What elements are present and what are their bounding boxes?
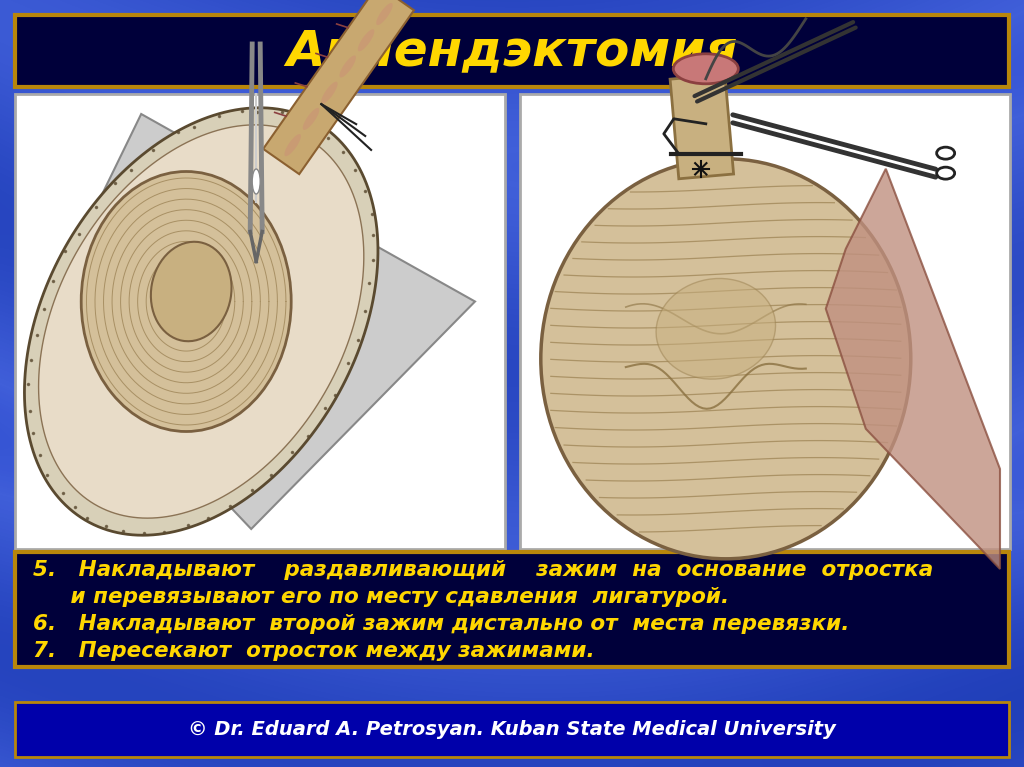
Ellipse shape (322, 81, 338, 104)
Polygon shape (39, 125, 364, 518)
Polygon shape (825, 169, 1000, 569)
Ellipse shape (674, 54, 738, 84)
Ellipse shape (252, 169, 260, 194)
Bar (15, 702, 1009, 757)
Polygon shape (25, 108, 378, 535)
Text: © Dr. Eduard A. Petrosyan. Kuban State Medical University: © Dr. Eduard A. Petrosyan. Kuban State M… (188, 720, 836, 739)
Ellipse shape (656, 278, 775, 379)
Bar (670, 74, 733, 179)
Polygon shape (45, 114, 475, 529)
Ellipse shape (151, 242, 231, 341)
Ellipse shape (285, 134, 301, 156)
Ellipse shape (81, 172, 291, 432)
Ellipse shape (340, 55, 356, 77)
Ellipse shape (303, 108, 319, 130)
Polygon shape (263, 0, 414, 174)
Text: и перевязывают его по месту сдавления  лигатурой.: и перевязывают его по месту сдавления ли… (33, 587, 729, 607)
Ellipse shape (376, 3, 392, 25)
Text: 5.   Накладывают    раздавливающий    зажим  на  основание  отростка: 5. Накладывают раздавливающий зажим на о… (33, 560, 933, 580)
Text: 7.   Пересекают  отросток между зажимами.: 7. Пересекают отросток между зажимами. (33, 641, 595, 661)
Bar (15, 15, 1009, 87)
Text: 6.   Накладывают  второй зажим дистально от  места перевязки.: 6. Накладывают второй зажим дистально от… (33, 614, 849, 634)
Bar (520, 94, 1010, 549)
Ellipse shape (541, 159, 910, 559)
Ellipse shape (357, 29, 375, 51)
Text: Аппендэктомия: Аппендэктомия (287, 27, 737, 75)
Bar (15, 94, 505, 549)
Bar (15, 552, 1009, 667)
